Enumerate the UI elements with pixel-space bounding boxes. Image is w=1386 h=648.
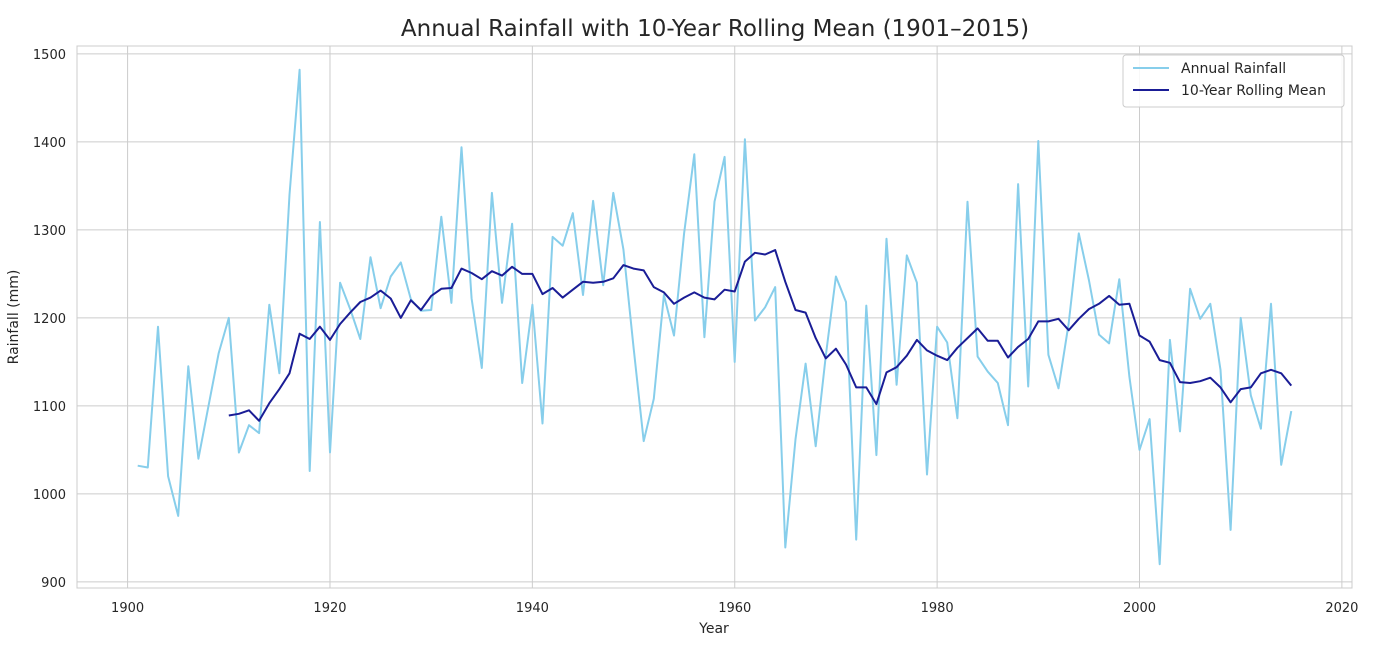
y-tick-label: 1000 xyxy=(33,488,66,503)
legend-label-rolling-mean: 10-Year Rolling Mean xyxy=(1181,83,1326,99)
series-line-annual-rainfall xyxy=(137,68,1293,566)
x-tick-label: 1900 xyxy=(111,601,144,616)
y-tick-label: 1500 xyxy=(33,48,66,63)
y-axis-label: Rainfall (mm) xyxy=(6,270,22,365)
y-tick-label: 1200 xyxy=(33,312,66,327)
series-line-rolling-mean xyxy=(228,249,1293,422)
x-tick-label: 2000 xyxy=(1123,601,1156,616)
x-axis-ticks: 1900 1920 1940 1960 1980 2000 2020 xyxy=(111,601,1358,616)
x-tick-label: 1980 xyxy=(921,601,954,616)
y-axis-ticks: 900 1000 1100 1200 1300 1400 1500 xyxy=(33,48,66,591)
x-tick-label: 1960 xyxy=(718,601,751,616)
legend-label-annual-rainfall: Annual Rainfall xyxy=(1181,61,1286,77)
chart-title: Annual Rainfall with 10-Year Rolling Mea… xyxy=(401,16,1029,42)
y-tick-label: 900 xyxy=(41,576,66,591)
y-tick-label: 1300 xyxy=(33,224,66,239)
legend-box xyxy=(1122,54,1345,108)
x-tick-label: 1920 xyxy=(313,601,346,616)
series-group xyxy=(137,68,1293,566)
legend: Annual Rainfall 10-Year Rolling Mean xyxy=(1122,54,1345,108)
grid xyxy=(77,46,1352,588)
x-axis-label: Year xyxy=(698,621,729,637)
y-tick-label: 1100 xyxy=(33,400,66,415)
plot-frame xyxy=(76,45,1353,589)
x-tick-label: 2020 xyxy=(1325,601,1358,616)
x-tick-label: 1940 xyxy=(516,601,549,616)
y-tick-label: 1400 xyxy=(33,136,66,151)
